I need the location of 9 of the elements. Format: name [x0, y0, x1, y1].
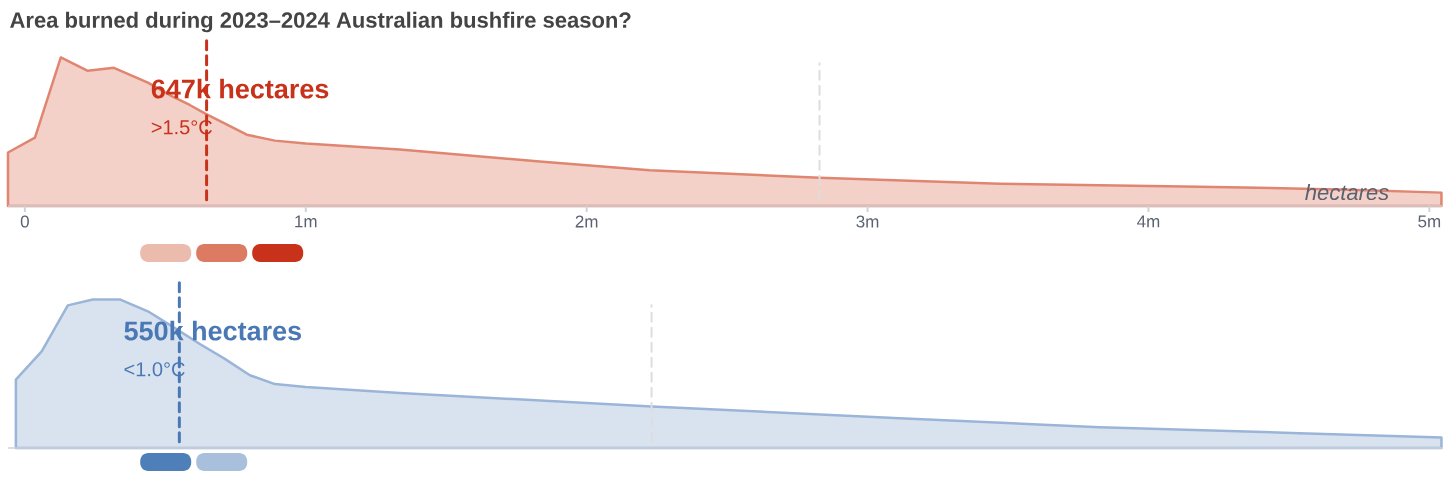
x-tick-label: 0	[20, 215, 29, 228]
chart-title: Area burned during 2023–2024 Australian bushfire season?	[10, 11, 631, 33]
annotation: >1.5°C	[151, 120, 212, 135]
x-tick-label: 5m	[1418, 215, 1441, 228]
x-tick-label: 3m	[856, 215, 879, 228]
x-tick-label: 1m	[295, 215, 317, 228]
x-tick-label: 2m	[575, 215, 598, 228]
annotation: <1.0°C	[124, 362, 185, 377]
x-tick-label: 4m	[1137, 215, 1160, 228]
